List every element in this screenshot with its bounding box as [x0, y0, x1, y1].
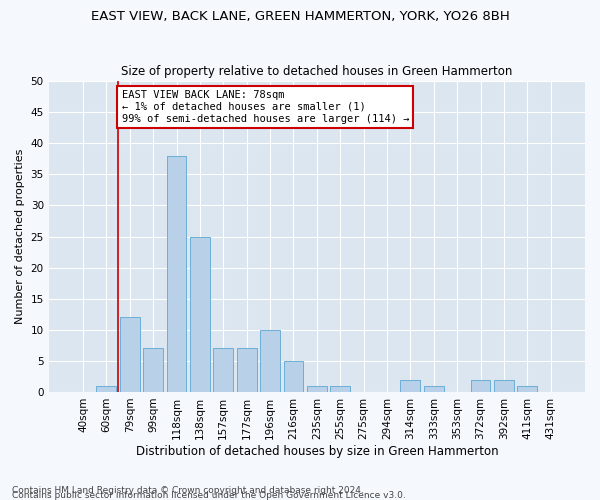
Bar	[400, 380, 421, 392]
Bar	[97, 386, 116, 392]
Bar	[260, 330, 280, 392]
Bar	[143, 348, 163, 392]
Bar	[330, 386, 350, 392]
Bar	[167, 156, 187, 392]
Bar	[424, 386, 443, 392]
Y-axis label: Number of detached properties: Number of detached properties	[15, 149, 25, 324]
X-axis label: Distribution of detached houses by size in Green Hammerton: Distribution of detached houses by size …	[136, 444, 498, 458]
Title: Size of property relative to detached houses in Green Hammerton: Size of property relative to detached ho…	[121, 66, 512, 78]
Text: Contains HM Land Registry data © Crown copyright and database right 2024.: Contains HM Land Registry data © Crown c…	[12, 486, 364, 495]
Bar	[214, 348, 233, 392]
Text: EAST VIEW, BACK LANE, GREEN HAMMERTON, YORK, YO26 8BH: EAST VIEW, BACK LANE, GREEN HAMMERTON, Y…	[91, 10, 509, 23]
Text: Contains public sector information licensed under the Open Government Licence v3: Contains public sector information licen…	[12, 491, 406, 500]
Bar	[120, 318, 140, 392]
Bar	[307, 386, 327, 392]
Bar	[190, 236, 210, 392]
Bar	[494, 380, 514, 392]
Bar	[284, 361, 304, 392]
Bar	[470, 380, 490, 392]
Bar	[517, 386, 537, 392]
Bar	[237, 348, 257, 392]
Text: EAST VIEW BACK LANE: 78sqm
← 1% of detached houses are smaller (1)
99% of semi-d: EAST VIEW BACK LANE: 78sqm ← 1% of detac…	[122, 90, 409, 124]
